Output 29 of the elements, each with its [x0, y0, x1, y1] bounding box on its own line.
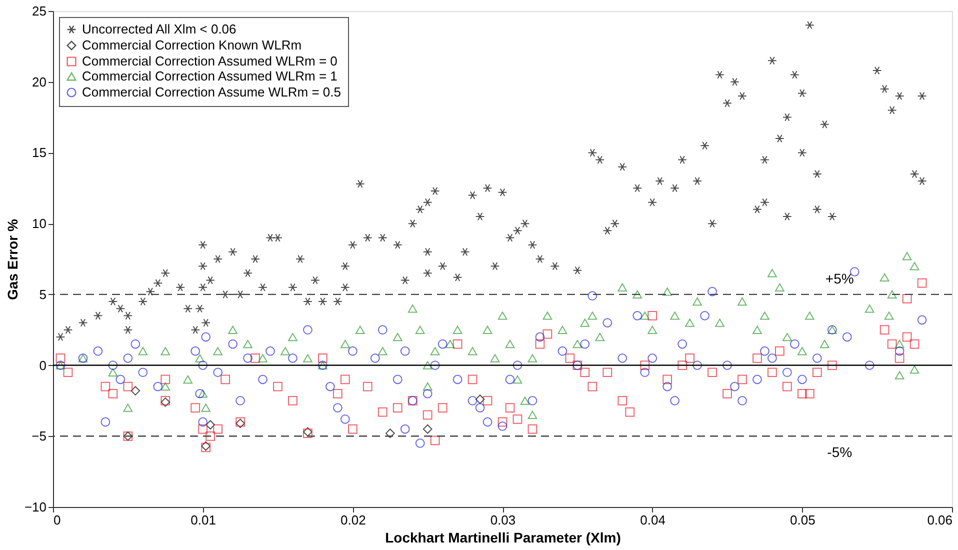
ref-line-label: -5%: [827, 444, 852, 460]
legend-label: Commercial Correction Assumed WLRm = 1: [82, 68, 338, 84]
y-tick-label: −5: [32, 428, 46, 444]
legend-label: Commercial Correction Assume WLRm = 0.5: [82, 84, 341, 100]
y-tick-label: 5: [39, 286, 46, 302]
x-tick-label: 0: [54, 512, 61, 528]
point: [422, 424, 432, 434]
y-tick-label: 20: [32, 74, 46, 90]
y-tick-label: 25: [32, 4, 46, 18]
point: [130, 386, 140, 396]
y-tick-label: 10: [32, 216, 46, 232]
legend-label: Uncorrected All Xlm < 0.06: [82, 22, 236, 36]
x-tick-label: 0.03: [490, 512, 516, 528]
y-axis-title: Gas Error %: [4, 218, 20, 300]
x-tick-label: 0.06: [927, 512, 952, 528]
y-tick-label: −10: [24, 500, 46, 514]
x-axis-title: Lockhart Martinelli Parameter (Xlm): [385, 530, 621, 546]
legend-label: Commercial Correction Known WLRm: [82, 38, 302, 52]
ref-line-label: +5%: [825, 270, 854, 286]
x-tick-label: 0.04: [640, 512, 666, 528]
x-tick-label: 0.01: [190, 512, 216, 528]
legend-label: Commercial Correction Assumed WLRm = 0: [82, 54, 338, 68]
y-tick-label: 15: [32, 145, 46, 160]
x-tick-label: 0.02: [340, 512, 366, 528]
y-tick-label: 0: [39, 358, 46, 373]
x-tick-label: 0.05: [790, 512, 816, 528]
point: [206, 420, 216, 430]
point: [475, 394, 485, 404]
point: [385, 428, 395, 438]
